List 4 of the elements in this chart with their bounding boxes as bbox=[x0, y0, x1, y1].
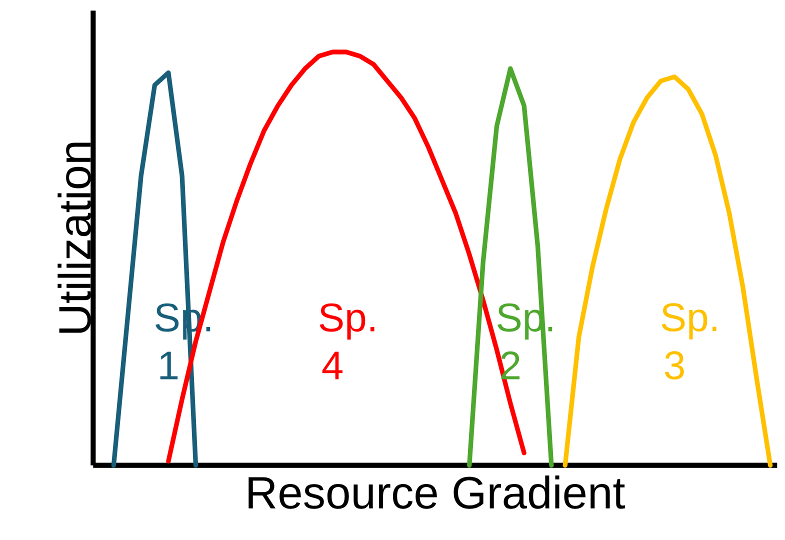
x-axis-title: Resource Gradient bbox=[248, 476, 625, 509]
series-label: Sp. 3 bbox=[662, 303, 716, 380]
text: Sp. 4 bbox=[320, 303, 374, 380]
y-axis-title: Utilization bbox=[58, 142, 91, 333]
